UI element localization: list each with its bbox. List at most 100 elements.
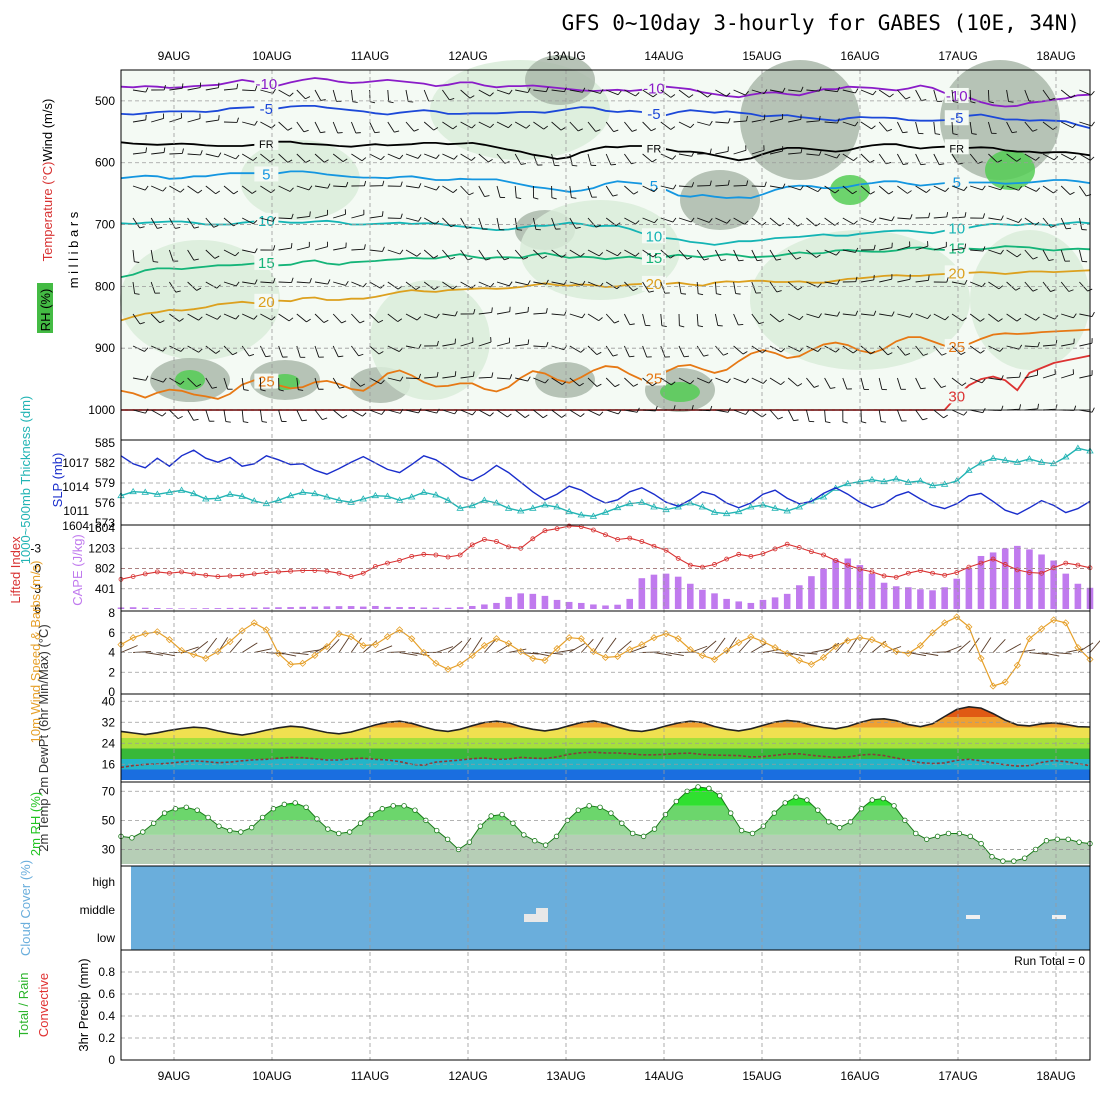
cape-bar <box>577 602 585 609</box>
wind-barb-feather <box>923 353 929 356</box>
wind-barb <box>933 153 940 165</box>
wind-speed-point <box>129 634 137 642</box>
wind-barb <box>187 377 197 387</box>
cloud-level-label: high <box>92 875 115 889</box>
cape-bar <box>263 607 270 609</box>
wind-barb-feather <box>1000 215 1004 221</box>
wind-barb <box>387 153 400 160</box>
wind-barb-feather <box>360 383 366 387</box>
wind-barb <box>696 313 699 326</box>
wind-barb-feather <box>852 190 857 195</box>
wind-barb-feather <box>1016 158 1022 162</box>
rh-point <box>150 820 157 826</box>
wind-barb <box>223 377 229 390</box>
wind-10m-barb <box>544 652 563 655</box>
wind-10m-barb <box>241 642 258 653</box>
wind-barb <box>533 409 544 419</box>
top-date-label: 14AUG <box>644 49 683 63</box>
cape-bar <box>674 576 682 609</box>
wind-barb <box>1079 185 1087 197</box>
wind-speed-point <box>577 635 585 643</box>
cape-bar <box>638 578 646 609</box>
wind-barb-feather <box>180 347 185 352</box>
wind-barb <box>915 245 929 251</box>
wind-speed-point <box>505 640 513 648</box>
wind-barb <box>787 281 799 291</box>
wind-barb <box>1042 373 1056 379</box>
wind-barb-feather <box>654 218 659 224</box>
top-date-label: 9AUG <box>158 49 191 63</box>
run-total-annotation: Run Total = 0 <box>1014 954 1085 968</box>
wind-barb-feather <box>516 197 522 200</box>
wind-barb-feather <box>941 352 947 356</box>
wind-barb <box>1006 185 1019 191</box>
wind-barb <box>715 184 729 187</box>
lifted-index-point <box>409 553 415 559</box>
thickness-point <box>868 475 876 483</box>
wind-barb-feather <box>298 389 304 391</box>
wind-barb-feather <box>287 127 293 131</box>
wind-barb <box>132 217 141 229</box>
cape-bar <box>626 598 634 609</box>
wind-barb <box>151 377 164 383</box>
rh-point <box>259 814 266 821</box>
wind-barb-feather <box>613 129 619 133</box>
wind-barb-feather <box>417 154 422 159</box>
cape-bar <box>917 589 924 609</box>
wind-barb-feather <box>939 163 945 166</box>
thickness-point <box>432 491 440 498</box>
wind-barb <box>896 409 903 422</box>
lifted-index-point <box>348 574 354 579</box>
isotherm-label: 5 <box>650 178 658 195</box>
wind-barb <box>587 345 598 355</box>
wind-barb <box>915 409 923 421</box>
thickness-point <box>202 495 210 502</box>
temp-tick-label: 32 <box>102 715 116 729</box>
rh-point <box>989 854 995 860</box>
wind-barb <box>678 185 692 188</box>
wind-speed-point <box>444 665 452 673</box>
wind-barb-feather <box>491 307 493 313</box>
wind-barb <box>296 281 310 284</box>
wind-barb <box>460 217 468 229</box>
wind-barb <box>551 249 562 258</box>
wind-speed-point <box>1025 635 1034 643</box>
lifted-index-point <box>663 547 669 553</box>
wind-barb <box>1060 217 1067 230</box>
wind-barb-feather <box>243 389 249 391</box>
wind-barb-feather <box>671 381 676 386</box>
wind-barb <box>806 153 820 156</box>
wind-speed-point <box>432 659 440 667</box>
cape-label-li: Lifted Index <box>8 536 23 604</box>
rh-point <box>532 838 538 844</box>
wind-barb-feather <box>727 180 730 186</box>
wind-barb-feather <box>698 293 704 296</box>
lifted-index-point <box>736 551 742 557</box>
wind-barb-feather <box>683 355 690 358</box>
wind-barb-feather <box>527 376 531 382</box>
wind-barb <box>897 185 908 194</box>
lifted-index-point <box>263 570 269 575</box>
lifted-index-point <box>893 574 899 580</box>
wind-barb-feather <box>578 128 583 132</box>
wind-barb <box>824 217 835 226</box>
cape-bar <box>214 608 222 609</box>
wind-barb <box>605 377 616 387</box>
wind-barb <box>260 313 272 321</box>
rh-point <box>749 830 756 837</box>
wind-barb <box>1060 249 1066 262</box>
thickness-point <box>177 486 186 493</box>
wind-barb-feather <box>309 278 312 284</box>
wind-barb-feather <box>635 220 640 225</box>
wind-barb-feather <box>793 419 799 422</box>
thickness-point <box>965 466 973 473</box>
wind-barb-feather <box>489 92 494 97</box>
isotherm-label: 10 <box>948 220 965 237</box>
wind-barb-feather <box>236 117 239 123</box>
wind-barb-feather <box>652 382 657 387</box>
wind-barb-feather <box>764 181 767 187</box>
wind-barb-feather <box>953 101 959 103</box>
wind-barb-feather <box>272 245 276 251</box>
wind-barb <box>897 245 910 251</box>
wind-barb-feather <box>653 187 658 192</box>
